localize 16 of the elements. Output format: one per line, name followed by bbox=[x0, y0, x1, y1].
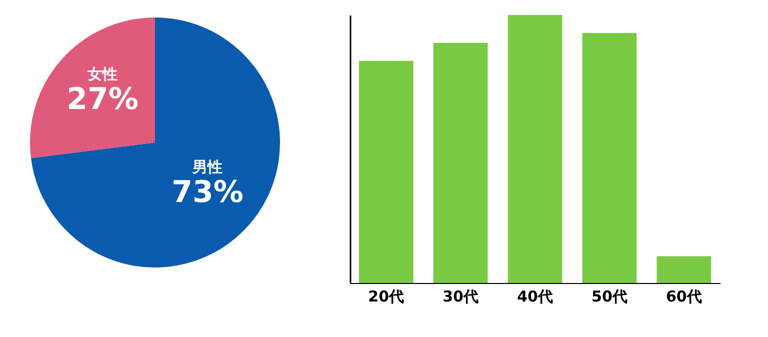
pie-slice bbox=[30, 18, 280, 268]
bar bbox=[582, 32, 637, 283]
bar bbox=[508, 15, 562, 283]
pie-slice bbox=[30, 18, 155, 158]
data-label: 73% bbox=[172, 174, 244, 210]
bar bbox=[433, 42, 488, 283]
x-tick-label: 40代 bbox=[517, 288, 553, 306]
x-tick-label: 30代 bbox=[442, 288, 478, 306]
bar bbox=[656, 256, 712, 283]
bar bbox=[358, 60, 414, 283]
slice-label: 男性 bbox=[192, 158, 223, 176]
x-tick-label: 50代 bbox=[592, 288, 628, 306]
slice-label: 女性 bbox=[86, 65, 118, 84]
data-label: 27% bbox=[66, 82, 138, 118]
x-tick-label: 60代 bbox=[666, 288, 702, 306]
x-tick-label: 20代 bbox=[368, 288, 404, 306]
